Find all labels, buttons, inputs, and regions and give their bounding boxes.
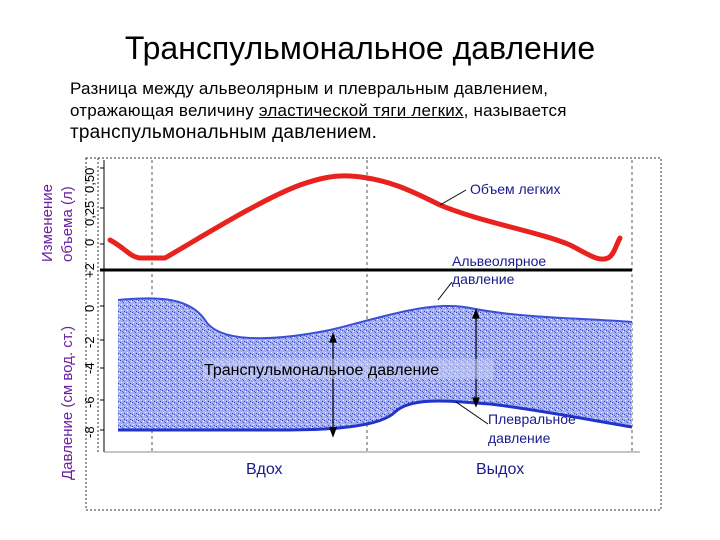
pressure-tick-minus4: -4 bbox=[82, 362, 97, 374]
subtitle-line-1: Разница между альвеолярным и плевральным… bbox=[70, 79, 549, 98]
alveolar-label-1: Альвеолярное bbox=[452, 253, 546, 269]
leader-pleural bbox=[455, 401, 489, 425]
page-title: Транспульмональное давление bbox=[124, 30, 596, 66]
lung-volume-label: Объем легких bbox=[470, 181, 561, 197]
subtitle-line-2-end: , называется bbox=[463, 101, 567, 120]
transpulmonary-label-bg bbox=[203, 359, 493, 379]
lung-volume-curve bbox=[107, 173, 623, 262]
volume-axis-label-1: Изменение bbox=[39, 184, 56, 262]
y-axis-ticks bbox=[100, 167, 104, 431]
transpulmonary-arrow-left bbox=[329, 332, 337, 438]
transpulmonary-arrow-right bbox=[472, 308, 480, 408]
pleural-label-2: давление bbox=[488, 430, 551, 446]
transpulmonary-label: Транспульмональное давление bbox=[204, 362, 439, 379]
leader-alveolar bbox=[437, 281, 453, 301]
pressure-axis-label: Давление (см вод. ст.) bbox=[59, 326, 76, 480]
pressure-tick-minus2: -2 bbox=[82, 336, 97, 348]
band-upper-edge bbox=[117, 297, 633, 340]
leader-lung-volume bbox=[439, 189, 467, 206]
pressure-tick-minus6: -6 bbox=[82, 396, 97, 408]
pressure-tick-plus2: +2 bbox=[82, 263, 97, 278]
pressure-tick-0: 0 bbox=[82, 305, 97, 312]
subtitle: Разница между альвеолярным и плевральным… bbox=[70, 78, 690, 144]
subtitle-line-2: отражающая величину эластической тяги ле… bbox=[70, 100, 690, 122]
inhale-label: Вдох bbox=[246, 461, 283, 478]
pressure-tick-minus8: -8 bbox=[82, 426, 97, 438]
exhale-label: Выдох bbox=[476, 461, 524, 478]
volume-axis-label-2: объема (л) bbox=[59, 186, 76, 262]
diagram-frame bbox=[85, 157, 662, 511]
subtitle-underlined-term: эластической тяги легких bbox=[258, 101, 464, 120]
subtitle-line-3: транспульмональным давлением. bbox=[70, 122, 378, 143]
pleural-pressure-curve bbox=[118, 399, 633, 432]
pleural-label-1: Плевральное bbox=[488, 411, 576, 427]
volume-tick-025: 0,25 bbox=[82, 201, 97, 226]
alveolar-label-2: давление bbox=[452, 271, 515, 287]
volume-tick-050: 0,50 bbox=[82, 168, 97, 193]
subtitle-line-2-start: отражающая величину bbox=[70, 101, 259, 120]
volume-tick-0: 0 bbox=[82, 239, 97, 246]
